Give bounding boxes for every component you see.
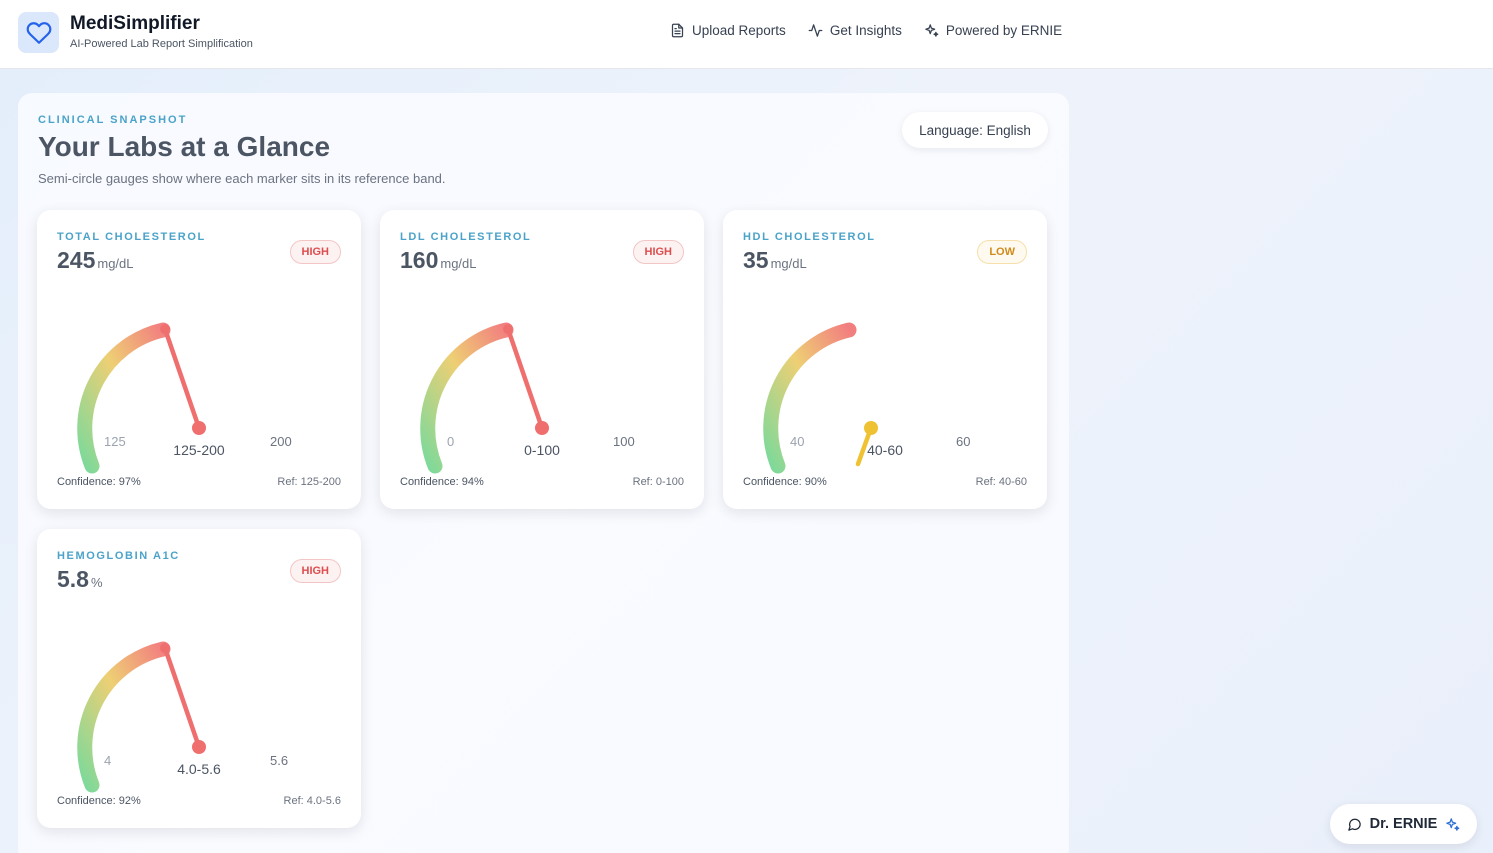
gauge-band-label: 125-200: [173, 442, 225, 458]
nav-get-insights[interactable]: Get Insights: [808, 23, 902, 38]
lab-card[interactable]: 4 5.6 4.0-5.6 HEMOGLOBIN A1C 5.8% HIGH Confide…: [37, 529, 361, 828]
confidence-text: Confidence: 90%: [743, 476, 827, 488]
card-label: HDL CHOLESTEROL: [743, 231, 876, 243]
gauge-needle-tip: [160, 324, 170, 334]
clinical-snapshot-panel: CLINICAL SNAPSHOT Your Labs at a Glance …: [18, 93, 1069, 853]
nav-upload-reports[interactable]: Upload Reports: [670, 23, 786, 38]
status-badge: HIGH: [289, 240, 341, 264]
card-value-unit: mg/dL: [770, 256, 807, 271]
lab-card[interactable]: 0 100 0-100 LDL CHOLESTEROL 160 mg/dL HIGH Conf…: [380, 210, 704, 509]
gauge-needle-tip: [503, 324, 513, 334]
gauge-needle: [162, 326, 202, 431]
card-value-number: 245: [57, 247, 96, 273]
reference-text: Ref: 4.0-5.6: [283, 795, 341, 807]
gauge-pivot: [192, 740, 206, 754]
gauge-max-label: 60: [956, 434, 970, 449]
reference-text: Ref: 0-100: [632, 476, 684, 488]
language-button[interactable]: Language: English: [902, 112, 1048, 148]
chat-bubble-icon: [1347, 818, 1361, 831]
gauge-arc: [420, 322, 514, 474]
card-value: 245 mg/dL: [57, 247, 134, 274]
brand-name: MediSimplifier: [70, 13, 200, 34]
brand-tagline: AI-Powered Lab Report Simplification: [70, 38, 253, 50]
main-nav: Upload Reports Get Insights Powered by E…: [670, 23, 1062, 38]
card-value-unit: mg/dL: [440, 256, 477, 271]
card-value-number: 35: [743, 247, 769, 273]
semi-circle-gauge: 125 200 125-200: [77, 322, 292, 474]
nav-item-label: Upload Reports: [692, 23, 786, 38]
status-badge: LOW: [977, 240, 1027, 264]
gauge-arc: [763, 322, 857, 474]
heart-logo-icon[interactable]: [18, 12, 59, 53]
lab-card[interactable]: 40 60 40-60 HDL CHOLESTEROL 35 mg/dL LOW Confid…: [723, 210, 1047, 509]
card-label: LDL CHOLESTEROL: [400, 231, 532, 243]
confidence-text: Confidence: 97%: [57, 476, 141, 488]
gauge-min-label: 40: [790, 434, 804, 449]
gauge-needle-tip: [160, 643, 170, 653]
card-value-number: 5.8: [57, 566, 89, 592]
card-value: 35 mg/dL: [743, 247, 807, 274]
gauge-arc: [77, 322, 171, 474]
lab-card[interactable]: 125 200 125-200 TOTAL CHOLESTEROL 245 mg/dL HI…: [37, 210, 361, 509]
card-value-unit: mg/dL: [97, 256, 134, 271]
card-value: 5.8%: [57, 566, 103, 593]
gauge-pivot: [864, 421, 878, 435]
gauge-band-label: 0-100: [524, 442, 560, 458]
gauge-band-label: 40-60: [867, 442, 903, 458]
gauge-min-label: 0: [447, 434, 454, 449]
sparkles-icon: [925, 24, 939, 37]
gauge-min-label: 125: [104, 434, 126, 449]
gauge-needle: [505, 326, 545, 431]
section-eyebrow: CLINICAL SNAPSHOT: [38, 114, 188, 126]
confidence-text: Confidence: 92%: [57, 795, 141, 807]
status-badge: HIGH: [289, 559, 341, 583]
semi-circle-gauge: 4 5.6 4.0-5.6: [77, 641, 288, 793]
gauge-pivot: [535, 421, 549, 435]
gauge-arc: [77, 641, 171, 793]
nav-item-label: Get Insights: [829, 23, 902, 38]
semi-circle-gauge: 0 100 0-100: [420, 322, 635, 474]
card-value: 160 mg/dL: [400, 247, 477, 274]
card-label: HEMOGLOBIN A1C: [57, 550, 180, 562]
reference-text: Ref: 125-200: [277, 476, 341, 488]
sparkles-icon: [1446, 817, 1460, 831]
document-icon: [671, 23, 684, 38]
card-value-unit: %: [90, 575, 103, 590]
chat-label: Dr. ERNIE: [1369, 816, 1438, 832]
confidence-text: Confidence: 94%: [400, 476, 484, 488]
page-title: Your Labs at a Glance: [38, 131, 331, 162]
gauge-max-label: 200: [270, 434, 292, 449]
gauge-needle: [162, 645, 202, 750]
top-bar: MediSimplifier AI-Powered Lab Report Sim…: [0, 0, 1493, 69]
card-label: TOTAL CHOLESTEROL: [57, 231, 206, 243]
gauge-pivot: [192, 421, 206, 435]
nav-powered-by-ernie[interactable]: Powered by ERNIE: [924, 23, 1062, 38]
semi-circle-gauge: 40 60 40-60: [763, 322, 970, 474]
gauge-max-label: 100: [613, 434, 635, 449]
page-subtitle: Semi-circle gauges show where each marke…: [38, 171, 446, 186]
gauge-band-label: 4.0-5.6: [177, 761, 221, 777]
reference-text: Ref: 40-60: [975, 476, 1027, 488]
gauge-min-label: 4: [104, 753, 111, 768]
pulse-icon: [808, 24, 823, 37]
status-badge: HIGH: [632, 240, 684, 264]
gauge-max-label: 5.6: [270, 753, 288, 768]
nav-item-label: Powered by ERNIE: [945, 23, 1063, 38]
dr-ernie-chat-button[interactable]: Dr. ERNIE: [1330, 804, 1477, 844]
card-value-number: 160: [400, 247, 439, 273]
